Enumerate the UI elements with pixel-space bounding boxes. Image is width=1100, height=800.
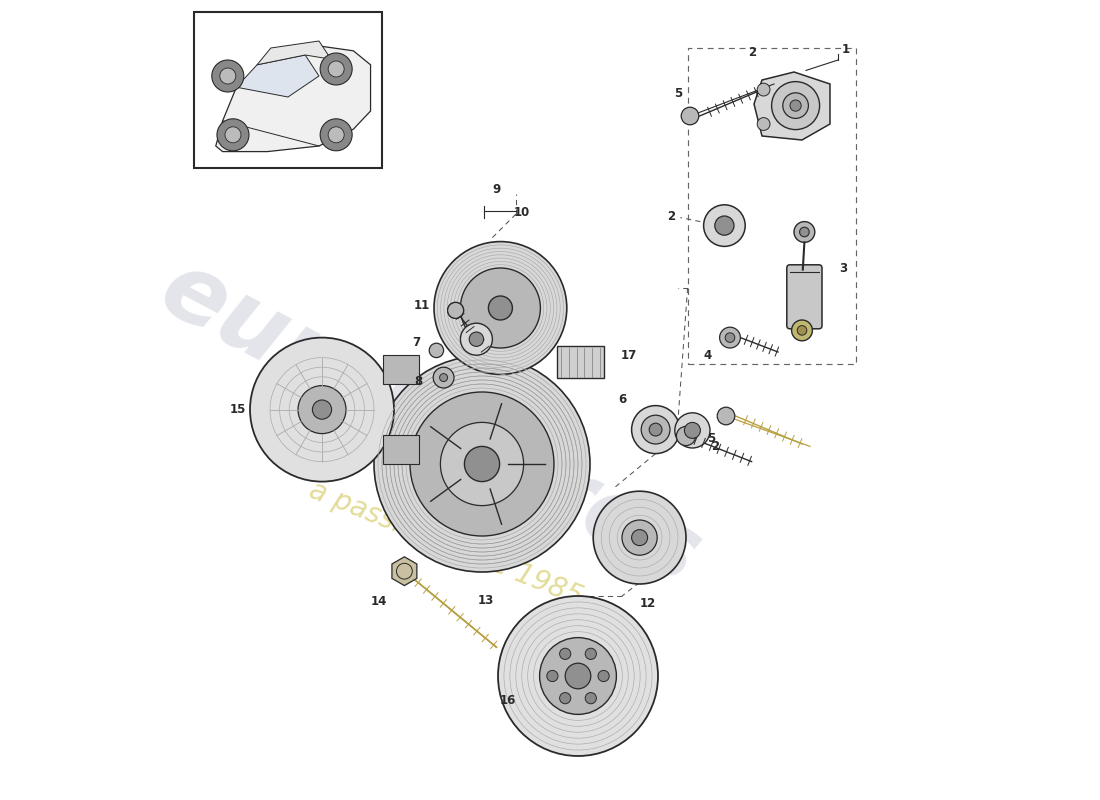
Polygon shape	[383, 435, 419, 464]
Polygon shape	[236, 55, 319, 97]
Circle shape	[565, 663, 591, 689]
Circle shape	[320, 118, 352, 150]
Circle shape	[585, 693, 596, 704]
Text: 12: 12	[639, 597, 656, 610]
Circle shape	[631, 530, 648, 546]
Text: 1: 1	[842, 43, 850, 56]
Circle shape	[719, 327, 740, 348]
Bar	[688, 48, 856, 364]
Text: 5: 5	[707, 432, 716, 445]
Polygon shape	[392, 557, 417, 586]
Circle shape	[792, 320, 813, 341]
Circle shape	[540, 638, 616, 714]
Circle shape	[800, 227, 810, 237]
Circle shape	[374, 356, 590, 572]
Circle shape	[681, 107, 698, 125]
Circle shape	[783, 93, 808, 118]
Text: 4: 4	[704, 349, 712, 362]
Text: 10: 10	[514, 206, 530, 218]
Circle shape	[212, 60, 244, 92]
Circle shape	[674, 413, 710, 448]
Circle shape	[585, 648, 596, 659]
Circle shape	[461, 323, 493, 355]
Circle shape	[464, 446, 499, 482]
Text: 2: 2	[711, 440, 719, 453]
Circle shape	[434, 242, 566, 374]
Circle shape	[598, 670, 609, 682]
Circle shape	[790, 100, 801, 111]
Text: eurospares: eurospares	[144, 243, 715, 605]
Circle shape	[440, 422, 524, 506]
Circle shape	[757, 118, 770, 130]
Circle shape	[684, 422, 701, 438]
Circle shape	[433, 367, 454, 388]
Circle shape	[217, 118, 249, 150]
Circle shape	[250, 338, 394, 482]
Text: 15: 15	[230, 403, 246, 416]
Circle shape	[461, 268, 540, 348]
Circle shape	[641, 415, 670, 444]
Text: 14: 14	[371, 595, 387, 608]
Text: 9: 9	[493, 183, 500, 196]
Circle shape	[771, 82, 820, 130]
Circle shape	[715, 216, 734, 235]
Text: 16: 16	[499, 694, 516, 706]
Circle shape	[676, 426, 695, 446]
Circle shape	[448, 302, 463, 318]
Circle shape	[725, 333, 735, 342]
Bar	[194, 12, 382, 168]
Circle shape	[704, 205, 745, 246]
Circle shape	[757, 83, 770, 96]
Circle shape	[717, 407, 735, 425]
Circle shape	[488, 296, 513, 320]
Circle shape	[312, 400, 331, 419]
Text: 6: 6	[618, 393, 626, 406]
Text: 17: 17	[620, 350, 637, 362]
Circle shape	[560, 648, 571, 659]
Text: 7: 7	[412, 336, 420, 349]
FancyBboxPatch shape	[558, 346, 604, 378]
Circle shape	[560, 693, 571, 704]
Polygon shape	[754, 72, 830, 140]
Circle shape	[547, 670, 558, 682]
Text: 2: 2	[667, 210, 674, 222]
Text: 13: 13	[477, 594, 494, 606]
Circle shape	[798, 326, 806, 335]
Circle shape	[593, 491, 686, 584]
Circle shape	[220, 68, 235, 84]
Text: 11: 11	[414, 299, 430, 312]
Circle shape	[410, 392, 554, 536]
Circle shape	[498, 596, 658, 756]
Text: 2: 2	[748, 46, 757, 58]
Circle shape	[649, 423, 662, 436]
Polygon shape	[216, 45, 371, 152]
FancyBboxPatch shape	[786, 265, 822, 329]
Circle shape	[429, 343, 443, 358]
Polygon shape	[383, 355, 419, 384]
Text: 5: 5	[674, 87, 682, 100]
Circle shape	[440, 374, 448, 382]
Circle shape	[328, 61, 344, 77]
Circle shape	[631, 406, 680, 454]
Circle shape	[320, 53, 352, 85]
Circle shape	[470, 332, 484, 346]
Text: 8: 8	[414, 375, 422, 388]
Circle shape	[226, 126, 241, 142]
Circle shape	[621, 520, 657, 555]
Polygon shape	[257, 41, 331, 65]
Text: 3: 3	[839, 262, 848, 274]
Circle shape	[794, 222, 815, 242]
Text: a passion since 1985: a passion since 1985	[305, 476, 586, 612]
Circle shape	[328, 126, 344, 142]
Circle shape	[298, 386, 346, 434]
Circle shape	[448, 302, 463, 318]
